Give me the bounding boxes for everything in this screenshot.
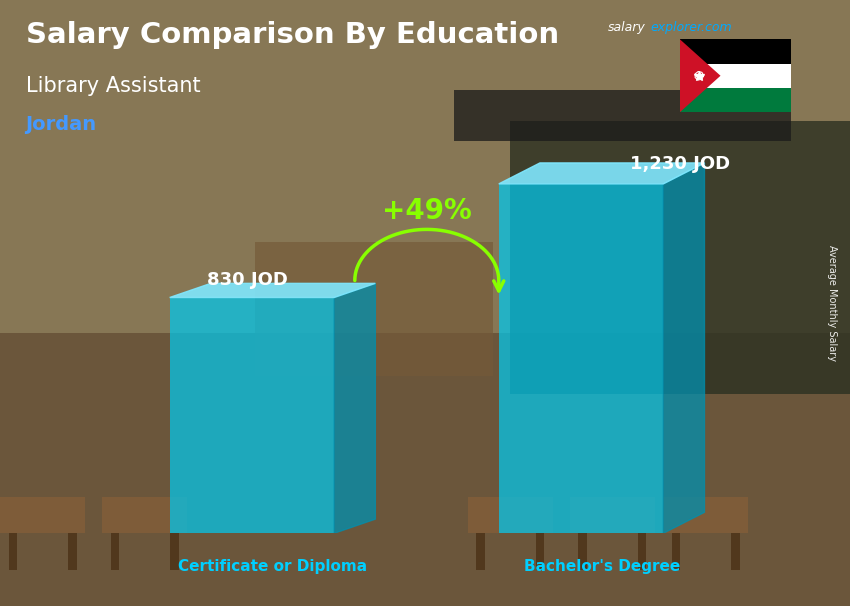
Text: salary: salary [608,21,645,34]
Polygon shape [663,163,705,533]
Text: Bachelor's Degree: Bachelor's Degree [524,559,680,574]
Polygon shape [499,163,705,184]
Text: explorer.com: explorer.com [650,21,732,34]
Bar [680,64,790,88]
Bar [499,184,663,533]
Polygon shape [170,284,376,298]
Bar [110,533,119,570]
Bar [536,533,544,570]
Bar [510,121,850,394]
Bar [468,497,552,533]
Bar [170,533,178,570]
Polygon shape [334,284,376,533]
Text: Salary Comparison By Education: Salary Comparison By Education [26,21,558,49]
Polygon shape [680,39,721,112]
Text: Library Assistant: Library Assistant [26,76,200,96]
Bar [0,333,850,606]
Bar [578,533,586,570]
Bar [170,298,334,533]
Text: Jordan: Jordan [26,115,97,134]
Text: Certificate or Diploma: Certificate or Diploma [178,559,367,574]
Bar [731,533,740,570]
Bar [476,533,484,570]
Bar [68,533,76,570]
Bar [102,497,187,533]
Bar [663,497,748,533]
Text: 1,230 JOD: 1,230 JOD [630,155,730,173]
Bar [0,0,850,333]
Bar [680,88,790,112]
Bar [638,533,646,570]
Bar [672,533,680,570]
Text: Average Monthly Salary: Average Monthly Salary [827,245,837,361]
Bar [680,39,790,64]
Text: 830 JOD: 830 JOD [207,271,288,289]
Bar [570,497,654,533]
Text: +49%: +49% [382,197,472,225]
Bar [255,242,493,376]
Bar [454,90,828,141]
Bar [8,533,17,570]
Bar [0,497,85,533]
